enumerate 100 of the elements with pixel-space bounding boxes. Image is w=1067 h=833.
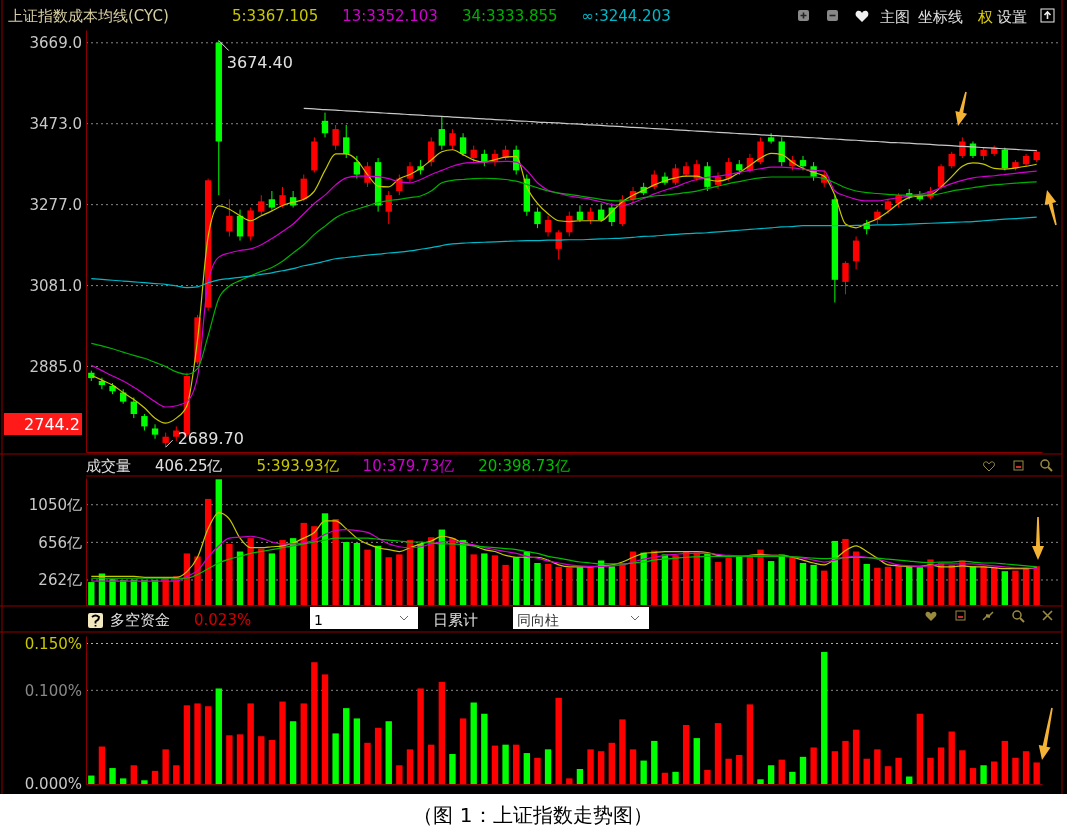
bar [534, 562, 541, 605]
bar [991, 566, 998, 605]
bar [959, 750, 966, 784]
bar [258, 736, 265, 784]
candlestick [534, 207, 541, 229]
candlestick [842, 260, 849, 295]
bar [884, 566, 892, 605]
bar [863, 563, 870, 605]
bar [459, 540, 467, 605]
bar [576, 769, 584, 784]
bar [162, 749, 169, 784]
bar [204, 706, 212, 784]
bar [863, 758, 870, 784]
bar [736, 556, 743, 605]
bar [130, 765, 137, 784]
bar [587, 749, 594, 784]
bar [481, 553, 488, 605]
bar [449, 538, 456, 605]
bar [608, 566, 615, 605]
bar [725, 557, 732, 605]
annotation: 3674.40 [226, 52, 293, 72]
bar [343, 541, 350, 605]
bar [226, 735, 233, 784]
bar [746, 555, 754, 605]
bar [396, 765, 403, 784]
candlestick [937, 163, 945, 190]
candlestick [576, 204, 584, 223]
bar [640, 552, 647, 605]
bar [629, 749, 637, 784]
bar [1001, 740, 1009, 784]
bar [980, 765, 987, 784]
bar [661, 772, 669, 784]
candlestick [459, 132, 467, 157]
candlestick [438, 116, 446, 151]
bar [852, 551, 860, 605]
bar [895, 566, 902, 605]
bar [470, 554, 477, 605]
bar [821, 651, 828, 784]
bar [438, 681, 446, 784]
bar [236, 734, 244, 784]
candlestick [343, 124, 350, 159]
bar [789, 771, 796, 784]
bar [321, 674, 329, 784]
line-series [90, 216, 1038, 289]
bar [215, 688, 222, 784]
bar [895, 757, 902, 784]
bar [279, 540, 286, 605]
bar [555, 697, 562, 784]
bar [937, 747, 945, 784]
y-tick-label: 3081.0 [29, 276, 82, 295]
candlestick [544, 215, 552, 237]
bar [194, 703, 201, 784]
bar [109, 579, 116, 605]
bar [1022, 567, 1030, 605]
bar [980, 566, 987, 605]
bar [300, 522, 307, 605]
text: ∞:3244.203 [581, 7, 671, 25]
bar [1022, 751, 1030, 784]
bar [385, 557, 392, 605]
candlestick [852, 235, 860, 270]
bar [566, 567, 573, 605]
bar [810, 564, 817, 605]
bar [969, 566, 977, 605]
candlestick [321, 112, 329, 138]
bar [88, 582, 95, 605]
bar [597, 751, 605, 784]
bar [268, 553, 276, 605]
bar [364, 742, 371, 784]
y-tick-label: 2885.0 [29, 357, 82, 376]
bar [417, 688, 424, 784]
bar [183, 705, 191, 784]
y-tick-label: 1050亿 [28, 496, 82, 515]
bar [619, 719, 626, 784]
bar [513, 557, 520, 605]
bar [651, 740, 658, 784]
bar [268, 739, 276, 784]
bar [1012, 570, 1019, 605]
candlestick [332, 124, 339, 151]
bar [311, 526, 318, 605]
line-series [90, 528, 1038, 582]
y-tick-label: 3669.0 [29, 34, 82, 53]
bar [364, 549, 371, 605]
bar [151, 770, 159, 784]
bar [428, 537, 435, 605]
bar [289, 721, 297, 784]
bar [523, 753, 531, 784]
bar [332, 519, 339, 605]
bar [226, 543, 233, 605]
y-tick-label: 0.000% [24, 775, 82, 794]
y-tick-label: 0.150% [24, 634, 82, 653]
text: 5:3367.105 [232, 7, 319, 25]
bar [640, 760, 647, 784]
bar [1033, 566, 1040, 605]
bar [566, 778, 573, 784]
bar [491, 555, 499, 605]
candlestick [767, 132, 775, 145]
bar [544, 563, 552, 605]
bar [693, 552, 700, 605]
bar [714, 723, 722, 784]
bar [1001, 571, 1009, 605]
